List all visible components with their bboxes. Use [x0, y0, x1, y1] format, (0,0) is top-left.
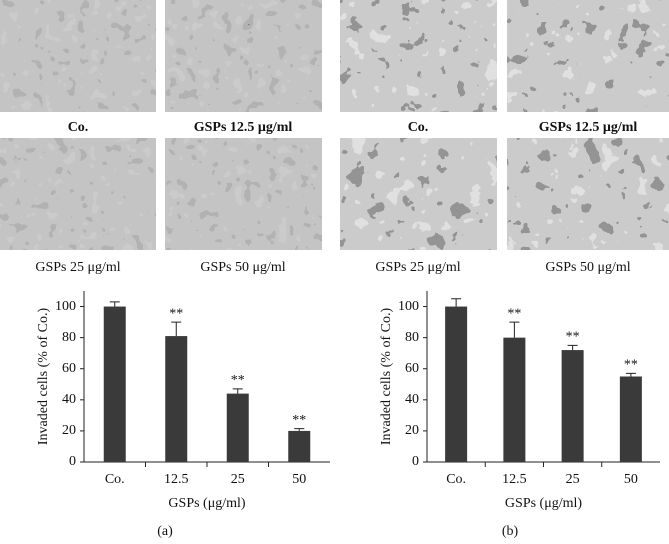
micrograph-label: GSPs 25 μg/ml — [375, 260, 460, 275]
x-axis-label: GSPs (μg/ml) — [505, 496, 582, 511]
micrograph — [340, 138, 497, 250]
panel-label: (a) — [157, 524, 173, 539]
significance-mark: ** — [292, 413, 306, 428]
bar — [445, 306, 468, 462]
bar — [226, 393, 249, 462]
y-tick-label: 40 — [62, 392, 76, 407]
bar — [288, 430, 311, 462]
micrograph — [165, 0, 322, 112]
micrograph — [165, 138, 322, 250]
bar — [165, 336, 188, 462]
micrograph-label: GSPs 50 μg/ml — [545, 260, 630, 275]
error-bar — [109, 301, 120, 307]
y-tick-label: 60 — [62, 361, 76, 376]
x-tick-label: Co. — [446, 472, 466, 487]
x-tick-label: 25 — [231, 472, 245, 487]
error-bar — [232, 388, 243, 394]
x-axis-label: GSPs (μg/ml) — [168, 496, 245, 511]
significance-mark: ** — [624, 358, 638, 373]
significance-mark: ** — [566, 330, 580, 345]
x-tick-label: 12.5 — [502, 472, 527, 487]
significance-mark: ** — [231, 373, 245, 388]
bar — [619, 376, 642, 462]
y-tick-label: 100 — [55, 299, 76, 314]
micrograph — [0, 138, 156, 250]
panel-label: (b) — [502, 524, 519, 539]
micrographs-b: Co. GSPs 12.5 μg/ml GSPs 25 μg/ml GSPs 5… — [340, 0, 669, 275]
significance-mark: ** — [169, 306, 183, 321]
bar — [503, 337, 526, 462]
y-tick-label: 100 — [398, 299, 419, 314]
error-bar — [451, 298, 462, 307]
y-tick-label: 80 — [405, 330, 419, 345]
x-tick-label: Co. — [105, 472, 125, 487]
y-tick-label: 20 — [62, 423, 76, 438]
micrograph-label: GSPs 12.5 μg/ml — [539, 120, 638, 135]
y-tick-label: 40 — [405, 392, 419, 407]
x-tick-label: 50 — [624, 472, 638, 487]
micrograph — [0, 0, 156, 112]
bar — [561, 350, 584, 462]
y-axis-label: Invaded cells (% of Co.) — [379, 308, 394, 446]
x-tick-label: 50 — [292, 472, 306, 487]
error-bar — [509, 321, 520, 338]
x-tick-label: 12.5 — [164, 472, 189, 487]
error-bar — [567, 344, 578, 351]
bar — [103, 306, 126, 462]
micrograph-label: Co. — [408, 120, 429, 135]
y-tick-label: 20 — [405, 423, 419, 438]
error-bar — [625, 372, 636, 377]
micrograph — [507, 138, 669, 250]
x-tick-label: 25 — [566, 472, 580, 487]
micrograph — [507, 0, 669, 112]
y-tick-label: 80 — [62, 330, 76, 345]
micrographs-a: Co. GSPs 12.5 μg/ml GSPs 25 μg/ml GSPs 5… — [0, 0, 322, 275]
micrograph-label: GSPs 50 μg/ml — [200, 260, 285, 275]
y-axis-label: Invaded cells (% of Co.) — [36, 308, 51, 446]
y-tick-label: 0 — [69, 454, 76, 469]
micrograph-label: Co. — [68, 120, 89, 135]
error-bar — [171, 321, 182, 337]
y-tick-label: 60 — [405, 361, 419, 376]
micrograph — [340, 0, 497, 112]
micrograph-label: GSPs 25 μg/ml — [35, 260, 120, 275]
micrograph-label: GSPs 12.5 μg/ml — [194, 120, 293, 135]
significance-mark: ** — [507, 306, 521, 321]
error-bar — [294, 428, 305, 431]
y-tick-label: 0 — [412, 454, 419, 469]
